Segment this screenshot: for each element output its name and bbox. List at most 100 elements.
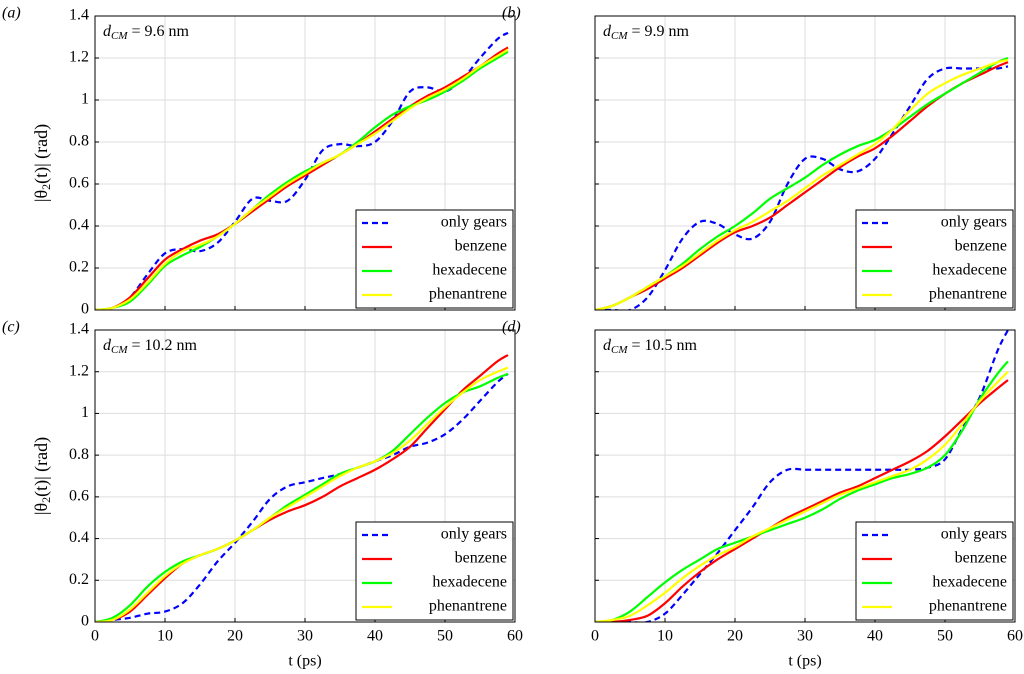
- legend-label: phenantrene: [929, 286, 1007, 303]
- legend-label: benzene: [455, 238, 507, 255]
- y-axis-label: |θ2(t)| (rad): [31, 437, 53, 515]
- y-tick-label: 0.2: [69, 259, 89, 276]
- annotation-symbol: d: [603, 23, 612, 40]
- panel: (b) dCM = 9.9 nm only gears benzene hexadece…: [502, 5, 1016, 311]
- y-label-sub: 2: [39, 497, 53, 503]
- legend-label: hexadecene: [432, 574, 507, 591]
- y-tick-label: 0: [81, 613, 89, 630]
- legend: only gears benzene hexadecene phenantrene: [855, 209, 1014, 309]
- annotation-subscript: CM: [611, 344, 628, 356]
- panel-label: (d): [502, 319, 521, 336]
- y-tick-label: 0: [81, 301, 89, 318]
- panel: 0 0.2 0.4 0.6 0.8 1 1.2 1.4 (a) dCM = 9.6 nm |θ2(t…: [2, 5, 516, 318]
- legend-box: [355, 209, 514, 309]
- series-line: [95, 354, 509, 622]
- y-tick-label: 1.2: [69, 49, 89, 66]
- x-tick-label: 0: [91, 628, 99, 645]
- legend-label: benzene: [455, 550, 507, 567]
- annotation-symbol: d: [103, 23, 112, 40]
- series-line: [95, 50, 509, 310]
- legend-label: phenantrene: [429, 598, 507, 615]
- series-line: [595, 370, 1009, 622]
- legend-label: hexadecene: [432, 262, 507, 279]
- legend-label: only gears: [441, 526, 507, 543]
- x-tick-label: 10: [157, 628, 173, 645]
- series-line: [595, 330, 1009, 622]
- y-tick-label: 0.6: [69, 175, 89, 192]
- annotation-text: = 9.6 nm: [128, 23, 190, 40]
- x-tick-label: 30: [797, 628, 813, 645]
- y-label-pre: |θ: [31, 190, 51, 202]
- y-tick-label: 0.4: [69, 529, 89, 546]
- annotation: dCM = 10.2 nm: [103, 337, 198, 356]
- annotation-subscript: CM: [611, 30, 628, 42]
- axes-frame: [94, 15, 516, 311]
- y-tick-label: 1: [81, 404, 89, 421]
- x-tick-label: 60: [1007, 628, 1023, 645]
- series-line: [95, 372, 509, 622]
- series-line: [95, 46, 509, 310]
- panel-label: (c): [2, 319, 20, 336]
- y-tick-label: 1.4: [69, 321, 89, 338]
- y-tick-label: 0.2: [69, 571, 89, 588]
- legend-label: benzene: [955, 238, 1007, 255]
- annotation-text: = 10.5 nm: [628, 337, 698, 354]
- annotation-text: = 9.9 nm: [628, 23, 690, 40]
- y-label-sub: 2: [39, 184, 53, 190]
- annotation-symbol: d: [603, 337, 612, 354]
- legend-label: hexadecene: [932, 262, 1007, 279]
- y-tick-label: 1: [81, 91, 89, 108]
- x-tick-label: 20: [727, 628, 743, 645]
- annotation-subscript: CM: [111, 344, 128, 356]
- annotation-subscript: CM: [111, 30, 128, 42]
- series-line: [95, 366, 509, 622]
- series-line: [595, 65, 1009, 310]
- x-tick-label: 20: [227, 628, 243, 645]
- y-tick-label: 0.4: [69, 217, 89, 234]
- annotation-symbol: d: [103, 337, 112, 354]
- legend: only gears benzene hexadecene phenantrene: [355, 209, 514, 309]
- legend-box: [855, 209, 1014, 309]
- legend-label: only gears: [941, 526, 1007, 543]
- series-line: [595, 379, 1009, 622]
- annotation: dCM = 9.9 nm: [603, 23, 690, 42]
- x-tick-label: 50: [437, 628, 453, 645]
- series-line: [595, 59, 1009, 310]
- legend-box: [355, 521, 514, 621]
- x-tick-label: 50: [937, 628, 953, 645]
- legend: only gears benzene hexadecene phenantrene: [355, 521, 514, 621]
- legend-label: phenantrene: [429, 286, 507, 303]
- legend: only gears benzene hexadecene phenantrene: [855, 521, 1014, 621]
- x-tick-label: 0: [591, 628, 599, 645]
- series-line: [95, 31, 509, 310]
- legend-label: phenantrene: [929, 598, 1007, 615]
- panel-label: (a): [2, 5, 21, 22]
- x-tick-label: 40: [367, 628, 383, 645]
- y-tick-label: 0.8: [69, 446, 89, 463]
- x-axis-label: t (ps): [788, 653, 821, 670]
- legend-box: [855, 521, 1014, 621]
- annotation: dCM = 10.5 nm: [603, 337, 698, 356]
- annotation-text: = 10.2 nm: [128, 337, 198, 354]
- panel-label: (b): [502, 5, 521, 22]
- legend-label: benzene: [955, 550, 1007, 567]
- y-label-post: (t)| (rad): [31, 124, 52, 184]
- y-label-pre: |θ: [31, 503, 51, 515]
- panel: 0 10 20 30 40 50 60 (d) dCM = 10.5 nm t (ps) only …: [502, 319, 1023, 670]
- y-axis-label: |θ2(t)| (rad): [31, 124, 53, 202]
- series-line: [95, 48, 509, 310]
- x-tick-label: 40: [867, 628, 883, 645]
- y-tick-label: 1.4: [69, 7, 89, 24]
- legend-label: only gears: [941, 214, 1007, 231]
- axes-frame: [594, 329, 1016, 623]
- series-line: [95, 372, 509, 622]
- y-tick-label: 0.6: [69, 488, 89, 505]
- y-label-post: (t)| (rad): [31, 437, 52, 497]
- x-tick-label: 30: [297, 628, 313, 645]
- legend-label: hexadecene: [932, 574, 1007, 591]
- x-axis-label: t (ps): [288, 653, 321, 670]
- x-tick-label: 60: [507, 628, 523, 645]
- y-tick-label: 0.8: [69, 133, 89, 150]
- axes-frame: [94, 329, 516, 623]
